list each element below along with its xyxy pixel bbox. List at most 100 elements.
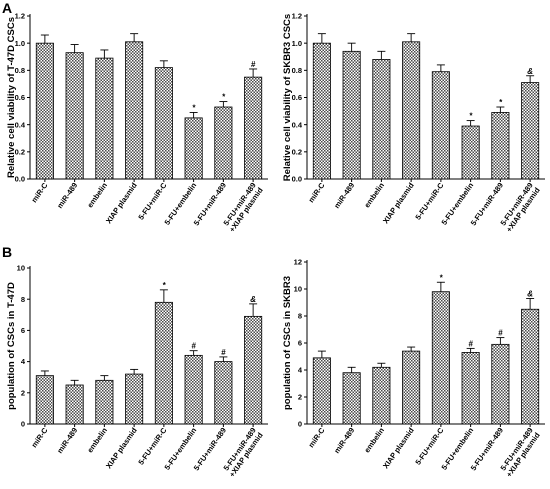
bar [65,384,84,425]
y-tick-label: 0 [298,420,302,429]
x-tick-label: XIAP plasmid [104,181,139,226]
y-tick-label: 8 [21,295,25,304]
y-axis-title: Relative cell viability of T-47D CSCs [6,17,17,178]
y-tick-label: 0.6 [15,93,25,102]
bar [214,106,233,180]
bar [244,76,263,180]
bar [431,71,450,180]
y-tick-label: 10 [17,264,25,273]
bar [154,301,173,425]
y-tick-label: 0.2 [292,147,302,156]
y-tick-label: 6 [298,339,302,348]
bar [125,373,144,425]
bar [342,372,361,425]
y-tick-label: 0.8 [292,66,302,75]
significance-marker: * [499,98,503,107]
x-tick-label: 5-FU+miR-489+XIAP plasmid [220,181,265,234]
bar [154,67,173,180]
x-tick-label: embelin [362,426,386,455]
x-tick-label: embelin [85,426,109,455]
y-axis-title: population of CSCs in SKBR3 [282,276,293,410]
y-tick-label: 1.0 [15,39,25,48]
y-tick-label: 10 [294,285,302,294]
y-tick-label: 4 [298,366,303,375]
y-axis-title: Relative cell viability of SKBR3 CSCs [282,14,293,181]
bar [312,357,331,425]
y-tick-label: 0.8 [15,66,25,75]
bar [35,42,54,180]
bar [372,59,391,180]
bar [214,361,233,425]
x-tick-label: 5-FU+miR-489+XIAP plasmid [497,181,542,234]
bar [461,125,480,180]
y-tick-label: 4 [21,357,26,366]
y-tick-label: 1.2 [292,12,302,21]
bar [461,352,480,425]
bar [312,42,331,180]
y-tick-label: 0.2 [15,147,25,156]
significance-marker: * [439,273,443,282]
y-tick-label: 0 [21,420,25,429]
significance-marker: # [221,348,226,357]
significance-marker: * [192,103,196,112]
y-axis-title: population of CSCs in T-47D [6,282,17,410]
y-tick-label: 0.0 [292,175,302,184]
x-tick-label: embelin [362,181,386,210]
bar [65,52,84,180]
y-tick-label: 2 [298,393,302,402]
bar [521,82,540,180]
bar [125,41,144,180]
y-tick-label: 0.0 [15,175,25,184]
bar [95,379,114,425]
bar [244,315,263,425]
significance-marker: # [498,329,503,338]
significance-marker: * [469,112,473,121]
x-tick-label: miR-489 [332,426,356,455]
x-tick-label: XIAP plasmid [381,426,416,471]
x-tick-label: 5-FU+miR-C [136,426,168,467]
panel-label-a: A [2,0,12,16]
bar [402,41,421,180]
bar [431,291,450,425]
x-tick-label: embelin [85,181,109,210]
significance-marker: # [468,339,473,348]
x-tick-label: miR-C [29,181,49,205]
x-tick-label: miR-C [29,426,49,450]
bar [184,117,203,180]
x-tick-label: 5-FU+miR-489+XIAP plasmid [497,426,542,479]
x-tick-label: XIAP plasmid [104,426,139,471]
y-tick-label: 8 [298,312,302,321]
bar [342,50,361,180]
x-tick-label: 5-FU+miR-C [413,426,445,467]
significance-marker: # [191,342,196,351]
x-tick-label: 5-FU+miR-489+XIAP plasmid [220,426,265,479]
x-tick-label: XIAP plasmid [381,181,416,226]
panel-label-b: B [2,244,12,260]
x-tick-label: miR-489 [55,426,79,455]
significance-marker: # [251,60,256,69]
y-tick-label: 0.4 [292,120,303,129]
bar [95,57,114,180]
y-tick-label: 2 [21,388,25,397]
x-tick-label: miR-489 [55,181,79,210]
y-tick-label: 1.2 [15,12,25,21]
significance-marker: * [162,281,166,290]
bar [402,350,421,425]
bar [35,375,54,425]
significance-marker: * [222,93,226,102]
y-tick-label: 6 [21,326,25,335]
x-tick-label: 5-FU+miR-C [413,181,445,222]
bar [372,366,391,425]
y-tick-label: 1.0 [292,39,302,48]
y-tick-label: 12 [294,258,302,267]
x-tick-label: miR-489 [332,181,356,210]
significance-marker: & [527,289,533,298]
significance-marker: & [527,67,533,76]
y-tick-label: 0.4 [15,120,26,129]
bar [491,343,510,425]
